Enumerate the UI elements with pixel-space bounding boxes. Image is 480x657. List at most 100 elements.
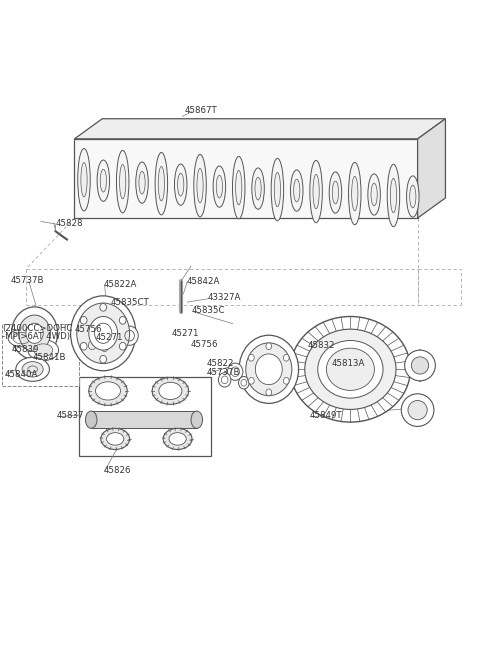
Ellipse shape bbox=[326, 348, 374, 390]
Ellipse shape bbox=[163, 428, 192, 449]
Ellipse shape bbox=[410, 185, 416, 208]
Ellipse shape bbox=[232, 156, 245, 219]
Polygon shape bbox=[418, 119, 445, 218]
Ellipse shape bbox=[411, 357, 429, 374]
Ellipse shape bbox=[246, 343, 292, 396]
Ellipse shape bbox=[169, 433, 186, 445]
Ellipse shape bbox=[332, 181, 338, 204]
Ellipse shape bbox=[197, 168, 203, 203]
Text: 45867T: 45867T bbox=[185, 106, 217, 114]
Text: 45271: 45271 bbox=[172, 328, 199, 338]
Ellipse shape bbox=[252, 168, 264, 209]
Ellipse shape bbox=[218, 373, 231, 387]
Ellipse shape bbox=[348, 162, 361, 225]
Text: 45839: 45839 bbox=[12, 345, 39, 353]
Ellipse shape bbox=[271, 158, 284, 221]
Text: 45849T: 45849T bbox=[310, 411, 342, 420]
Ellipse shape bbox=[266, 343, 272, 350]
Ellipse shape bbox=[290, 317, 410, 422]
Ellipse shape bbox=[283, 378, 289, 384]
Ellipse shape bbox=[249, 378, 254, 384]
Ellipse shape bbox=[368, 174, 380, 215]
Ellipse shape bbox=[390, 178, 396, 213]
Text: 45840A: 45840A bbox=[5, 370, 38, 378]
Polygon shape bbox=[2, 324, 79, 386]
Text: 45841B: 45841B bbox=[33, 353, 66, 362]
Text: 45832: 45832 bbox=[307, 341, 335, 350]
Ellipse shape bbox=[81, 162, 87, 197]
Text: 43327A: 43327A bbox=[207, 293, 241, 302]
Ellipse shape bbox=[283, 354, 289, 361]
Text: -MPI>6AT 4WD): -MPI>6AT 4WD) bbox=[2, 332, 71, 341]
Ellipse shape bbox=[12, 307, 58, 359]
Ellipse shape bbox=[401, 394, 434, 426]
Ellipse shape bbox=[80, 317, 87, 324]
Text: 45271: 45271 bbox=[96, 332, 123, 342]
Ellipse shape bbox=[80, 342, 87, 350]
Ellipse shape bbox=[178, 173, 184, 196]
Ellipse shape bbox=[136, 162, 148, 203]
Ellipse shape bbox=[152, 378, 189, 404]
Polygon shape bbox=[91, 411, 197, 428]
Text: 45756: 45756 bbox=[191, 340, 218, 350]
Ellipse shape bbox=[78, 148, 90, 211]
Ellipse shape bbox=[239, 335, 299, 403]
Ellipse shape bbox=[310, 160, 323, 223]
Ellipse shape bbox=[120, 317, 126, 324]
Polygon shape bbox=[79, 376, 211, 456]
Ellipse shape bbox=[158, 166, 165, 201]
Ellipse shape bbox=[155, 152, 168, 215]
Ellipse shape bbox=[107, 433, 124, 445]
Ellipse shape bbox=[99, 342, 110, 354]
Ellipse shape bbox=[159, 382, 182, 399]
Ellipse shape bbox=[120, 164, 126, 199]
Ellipse shape bbox=[191, 411, 203, 428]
Ellipse shape bbox=[8, 329, 35, 347]
Text: 45837: 45837 bbox=[57, 411, 84, 420]
Ellipse shape bbox=[387, 164, 400, 227]
Ellipse shape bbox=[255, 354, 282, 384]
Ellipse shape bbox=[266, 389, 272, 396]
Text: 45737B: 45737B bbox=[11, 276, 44, 285]
Polygon shape bbox=[74, 119, 445, 139]
Ellipse shape bbox=[194, 154, 206, 217]
Polygon shape bbox=[74, 139, 418, 218]
Ellipse shape bbox=[96, 382, 120, 400]
Ellipse shape bbox=[290, 170, 303, 211]
Text: 45835C: 45835C bbox=[192, 306, 226, 315]
Text: (2400CC>DOHC: (2400CC>DOHC bbox=[2, 324, 73, 333]
Ellipse shape bbox=[228, 363, 243, 380]
Text: 45737B: 45737B bbox=[206, 368, 240, 377]
Ellipse shape bbox=[405, 350, 435, 381]
Text: 45828: 45828 bbox=[55, 219, 83, 229]
Ellipse shape bbox=[120, 342, 126, 350]
Ellipse shape bbox=[97, 160, 109, 201]
Ellipse shape bbox=[16, 357, 49, 381]
Ellipse shape bbox=[313, 174, 319, 209]
Text: 45822: 45822 bbox=[206, 359, 234, 368]
Ellipse shape bbox=[255, 177, 261, 200]
Ellipse shape bbox=[89, 376, 127, 405]
Text: 45813A: 45813A bbox=[331, 359, 365, 367]
Ellipse shape bbox=[77, 303, 130, 363]
Ellipse shape bbox=[101, 428, 130, 449]
Ellipse shape bbox=[318, 340, 383, 398]
Ellipse shape bbox=[26, 323, 43, 344]
Text: 45756: 45756 bbox=[74, 325, 102, 334]
Ellipse shape bbox=[408, 401, 427, 420]
Ellipse shape bbox=[213, 166, 226, 207]
Ellipse shape bbox=[216, 175, 223, 198]
Ellipse shape bbox=[22, 361, 43, 377]
Ellipse shape bbox=[19, 315, 50, 351]
Ellipse shape bbox=[28, 340, 59, 361]
Text: 45842A: 45842A bbox=[186, 277, 220, 286]
Ellipse shape bbox=[71, 296, 136, 371]
Ellipse shape bbox=[274, 172, 280, 207]
Ellipse shape bbox=[239, 376, 249, 389]
Ellipse shape bbox=[236, 170, 242, 205]
Ellipse shape bbox=[329, 172, 342, 213]
Ellipse shape bbox=[34, 344, 53, 356]
Text: 45826: 45826 bbox=[103, 466, 131, 474]
Ellipse shape bbox=[100, 304, 107, 311]
Ellipse shape bbox=[85, 411, 97, 428]
